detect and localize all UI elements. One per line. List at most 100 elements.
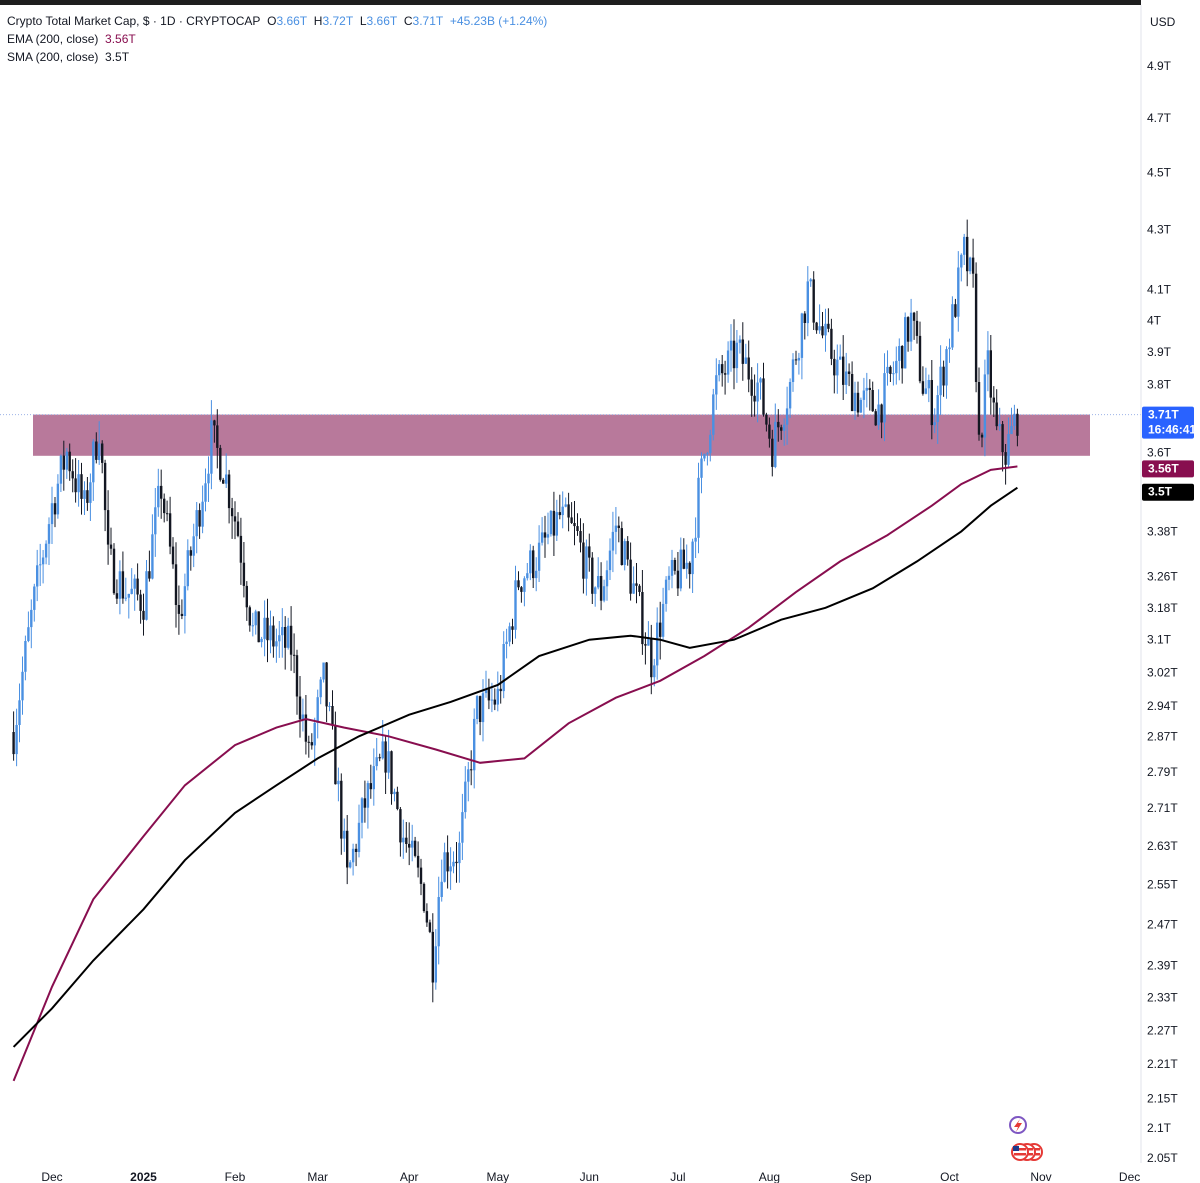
candle-body <box>824 323 827 336</box>
candle-body <box>626 541 629 560</box>
candle-body <box>416 855 420 868</box>
y-tick-label: 3.26T <box>1147 570 1178 584</box>
y-tick-label: 3.1T <box>1147 633 1172 647</box>
sma-200-line <box>12 486 1018 1048</box>
x-tick-label: Aug <box>759 1170 780 1183</box>
candle-body <box>89 482 92 503</box>
candle-body <box>225 474 228 484</box>
y-tick-label: 3.8T <box>1147 378 1172 392</box>
candle-body <box>797 357 801 361</box>
candle-body <box>499 688 502 692</box>
candle-body <box>1001 424 1004 453</box>
candle-body <box>762 378 765 415</box>
candle-body <box>555 512 558 536</box>
top-window-bar <box>0 0 1200 5</box>
candle-body <box>505 641 508 644</box>
candle-body <box>862 390 866 400</box>
candle-body <box>759 378 762 383</box>
x-tick-label: May <box>486 1170 509 1183</box>
x-tick-label: Dec <box>41 1170 62 1183</box>
candle-body <box>644 644 647 646</box>
candle-body <box>372 766 375 790</box>
candle-body <box>735 342 739 369</box>
candle-body <box>86 490 89 503</box>
candle-body <box>570 517 573 523</box>
candle-body <box>422 883 426 911</box>
candle-body <box>597 576 600 588</box>
price-axis[interactable] <box>1141 0 1200 1183</box>
candle-body <box>171 546 175 565</box>
y-tick-label: 4.1T <box>1147 282 1172 296</box>
currency-label[interactable]: USD <box>1150 15 1176 29</box>
candle-body <box>726 350 730 375</box>
low-label: L <box>359 14 367 28</box>
candle-body <box>109 544 113 549</box>
candle-body <box>579 531 582 543</box>
candle-body <box>189 550 192 556</box>
ema-price-tag[interactable]: 3.56T <box>1142 460 1194 478</box>
candle-body <box>845 371 848 385</box>
lightning-icon[interactable] <box>1009 1116 1027 1134</box>
candle-body <box>142 610 145 620</box>
x-tick-label: Nov <box>1030 1170 1051 1183</box>
candle-body <box>115 593 119 599</box>
candle-body <box>266 617 269 641</box>
candle-body <box>664 579 668 604</box>
legend-sma-row[interactable]: SMA (200, close) 3.5T <box>7 48 547 66</box>
candle-body <box>830 328 833 359</box>
x-tick-label: Mar <box>307 1170 328 1183</box>
candle-body <box>540 532 544 543</box>
candle-body <box>145 571 148 620</box>
candle-body <box>998 424 1001 427</box>
ema-value: 3.56T <box>105 32 136 46</box>
candle-body <box>679 549 682 589</box>
candle-body <box>473 718 476 771</box>
flag-icons[interactable] <box>1011 1143 1043 1161</box>
candle-body <box>27 627 30 641</box>
candle-body <box>856 392 860 413</box>
candle-body <box>260 638 263 643</box>
candle-body <box>948 347 951 350</box>
high-value: 3.72T <box>322 14 354 28</box>
candle-body <box>396 791 399 809</box>
candle-body <box>343 830 346 839</box>
candle-body <box>871 390 874 412</box>
sma-price-tag[interactable]: 3.5T <box>1142 483 1194 501</box>
candle-body <box>750 379 753 396</box>
legend-ema-row[interactable]: EMA (200, close) 3.56T <box>7 30 547 48</box>
candle-body <box>924 388 928 394</box>
candle-body <box>493 699 496 705</box>
candle-body <box>118 571 122 599</box>
candle-body <box>74 478 77 493</box>
candle-body <box>576 526 579 531</box>
candle-body <box>650 638 653 678</box>
candle-body <box>71 471 74 479</box>
candle-body <box>898 346 901 361</box>
candle-body <box>833 358 836 376</box>
candle-body <box>263 617 266 639</box>
candle-body <box>275 641 278 647</box>
candle-body <box>402 837 405 843</box>
candle-body <box>960 254 963 268</box>
candle-body <box>549 510 553 535</box>
candle-body <box>165 513 169 515</box>
candle-body <box>233 516 237 522</box>
candle-body <box>546 534 550 538</box>
candle-body <box>818 326 821 331</box>
y-tick-label: 2.05T <box>1147 1151 1178 1165</box>
legend-symbol-row[interactable]: Crypto Total Market Cap, $ · 1D · CRYPTO… <box>7 12 547 30</box>
candle-body <box>33 586 36 610</box>
candle-body <box>676 570 680 589</box>
candle-body <box>405 837 408 844</box>
candle-body <box>508 626 511 642</box>
sma-price-tag-text: 3.5T <box>1148 485 1173 499</box>
candle-body <box>475 696 479 719</box>
candle-body <box>257 611 260 643</box>
candle-body <box>163 498 166 514</box>
x-tick-label: Sep <box>850 1170 872 1183</box>
candle-body <box>375 757 378 767</box>
candle-body <box>227 474 231 509</box>
resistance-zone[interactable] <box>33 414 1090 456</box>
